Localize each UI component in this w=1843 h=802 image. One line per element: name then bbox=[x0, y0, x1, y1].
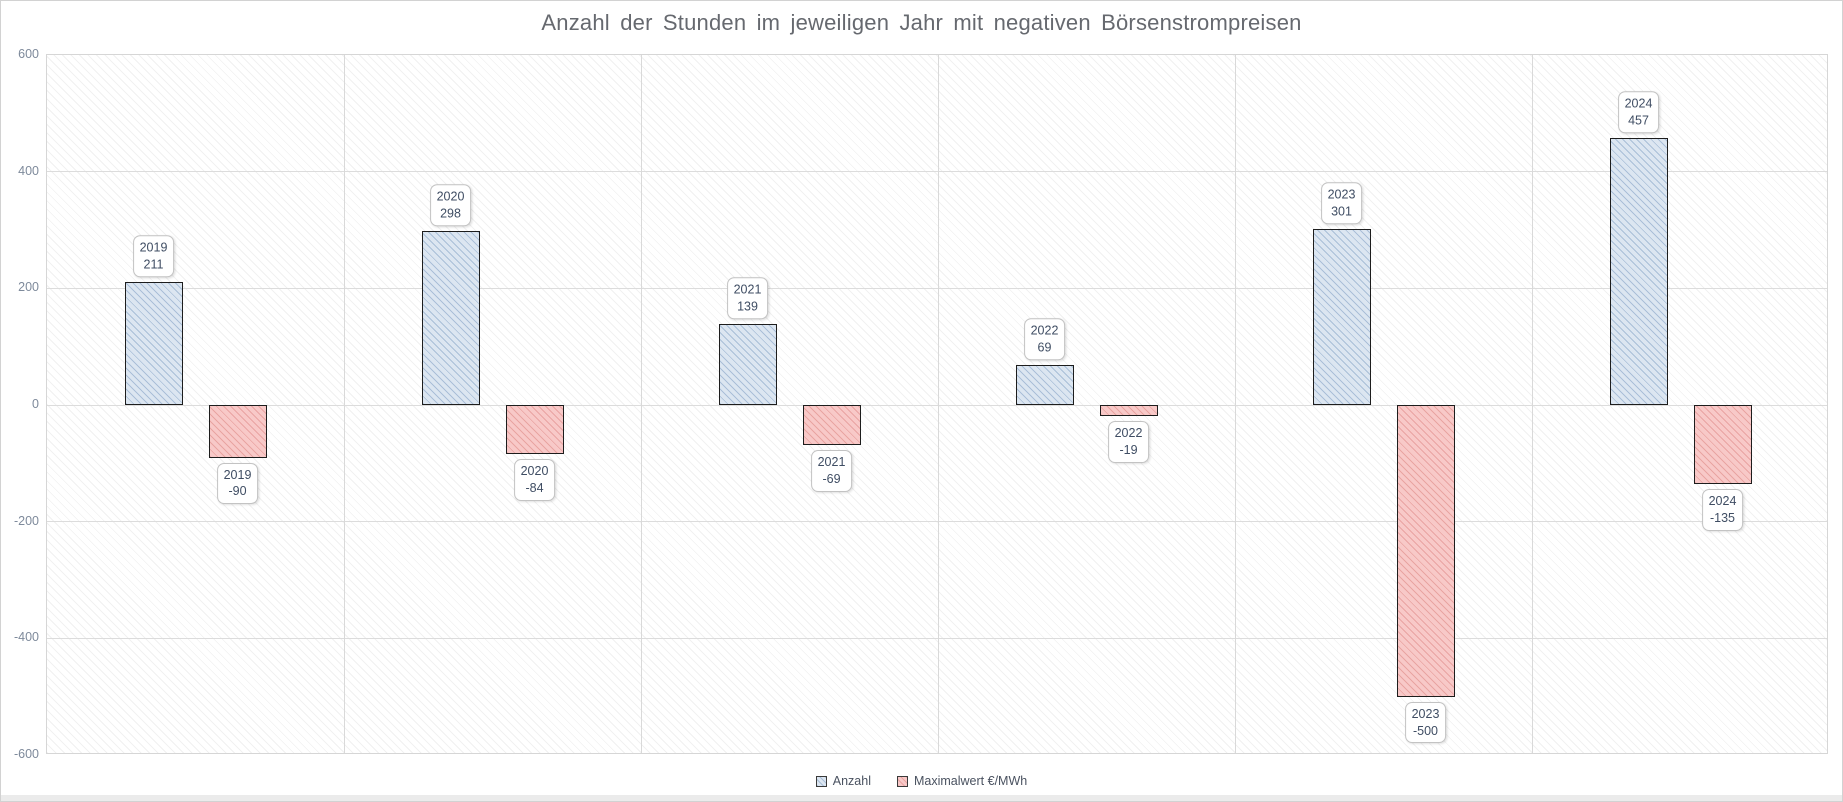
chart-legend: Anzahl Maximalwert €/MWh bbox=[1, 774, 1842, 788]
bar-maximalwert-2023 bbox=[1396, 405, 1455, 697]
plot-area: 2019 211 2019 -90 2020 298 2020 -84 2021 139 2021-… bbox=[46, 54, 1828, 754]
x-gridline-1 bbox=[343, 55, 345, 753]
data-label-anzahl-2023: 2023 301 bbox=[1320, 182, 1363, 225]
y-tick-label-600: 600 bbox=[18, 47, 39, 61]
bar-anzahl-2020 bbox=[421, 231, 480, 405]
bar-anzahl-2024 bbox=[1609, 138, 1668, 405]
legend-label-anzahl: Anzahl bbox=[832, 774, 871, 788]
y-tick-label-200: 200 bbox=[18, 280, 39, 295]
y-gridline--400 bbox=[47, 637, 1827, 639]
y-gridline-200 bbox=[47, 287, 1827, 289]
x-gridline-2 bbox=[640, 55, 642, 753]
legend-item-anzahl: Anzahl bbox=[815, 774, 871, 788]
data-label-anzahl-2022: 2022 69 bbox=[1023, 318, 1066, 360]
bar-maximalwert-2020 bbox=[505, 405, 564, 454]
y-tick-label-0: 0 bbox=[32, 397, 39, 411]
bottom-edge-strip bbox=[1, 795, 1842, 801]
y-tick-label--400: -400 bbox=[13, 630, 39, 645]
x-gridline-5 bbox=[1531, 55, 1533, 753]
data-label-maximalwert-2019: 2019 -90 bbox=[216, 462, 259, 505]
y-tick-label-400: 400 bbox=[18, 163, 39, 178]
data-label-maximalwert-2023: 2023 -500 bbox=[1404, 701, 1447, 744]
data-label-maximalwert-2021: 2021 -69 bbox=[810, 450, 853, 492]
bar-anzahl-2023 bbox=[1312, 229, 1371, 405]
data-label-anzahl-2020: 2020 298 bbox=[429, 184, 472, 227]
bar-anzahl-2021 bbox=[718, 323, 777, 405]
bar-maximalwert-2021 bbox=[802, 405, 861, 446]
legend-item-maximalwert: Maximalwert €/MWh bbox=[897, 774, 1027, 788]
bar-anzahl-2019 bbox=[124, 281, 183, 405]
y-gridline-400 bbox=[47, 171, 1827, 173]
y-gridline--200 bbox=[47, 521, 1827, 523]
legend-label-maximalwert: Maximalwert €/MWh bbox=[914, 774, 1028, 788]
data-label-anzahl-2021: 2021 139 bbox=[726, 277, 769, 319]
bar-maximalwert-2024 bbox=[1693, 405, 1752, 484]
data-label-maximalwert-2024: 2024 -135 bbox=[1701, 488, 1744, 531]
data-label-anzahl-2019: 2019 211 bbox=[132, 235, 175, 277]
x-gridline-4 bbox=[1234, 55, 1236, 753]
data-label-maximalwert-2022: 2022 -19 bbox=[1107, 421, 1150, 463]
bar-maximalwert-2022 bbox=[1099, 405, 1158, 417]
legend-swatch-maximalwert-icon bbox=[897, 775, 908, 787]
y-tick-label--200: -200 bbox=[13, 513, 39, 528]
chart-title: Anzahl der Stunden im jeweiligen Jahr mi… bbox=[541, 10, 1302, 35]
data-label-maximalwert-2020: 2020 -84 bbox=[513, 459, 556, 501]
bar-anzahl-2022 bbox=[1015, 364, 1074, 405]
x-gridline-3 bbox=[937, 55, 939, 753]
y-gridline-0 bbox=[47, 404, 1827, 406]
bar-maximalwert-2019 bbox=[208, 405, 267, 458]
data-label-anzahl-2024: 2024 457 bbox=[1617, 91, 1660, 134]
legend-swatch-anzahl-icon bbox=[815, 775, 827, 787]
y-tick-label--600: -600 bbox=[13, 747, 39, 761]
